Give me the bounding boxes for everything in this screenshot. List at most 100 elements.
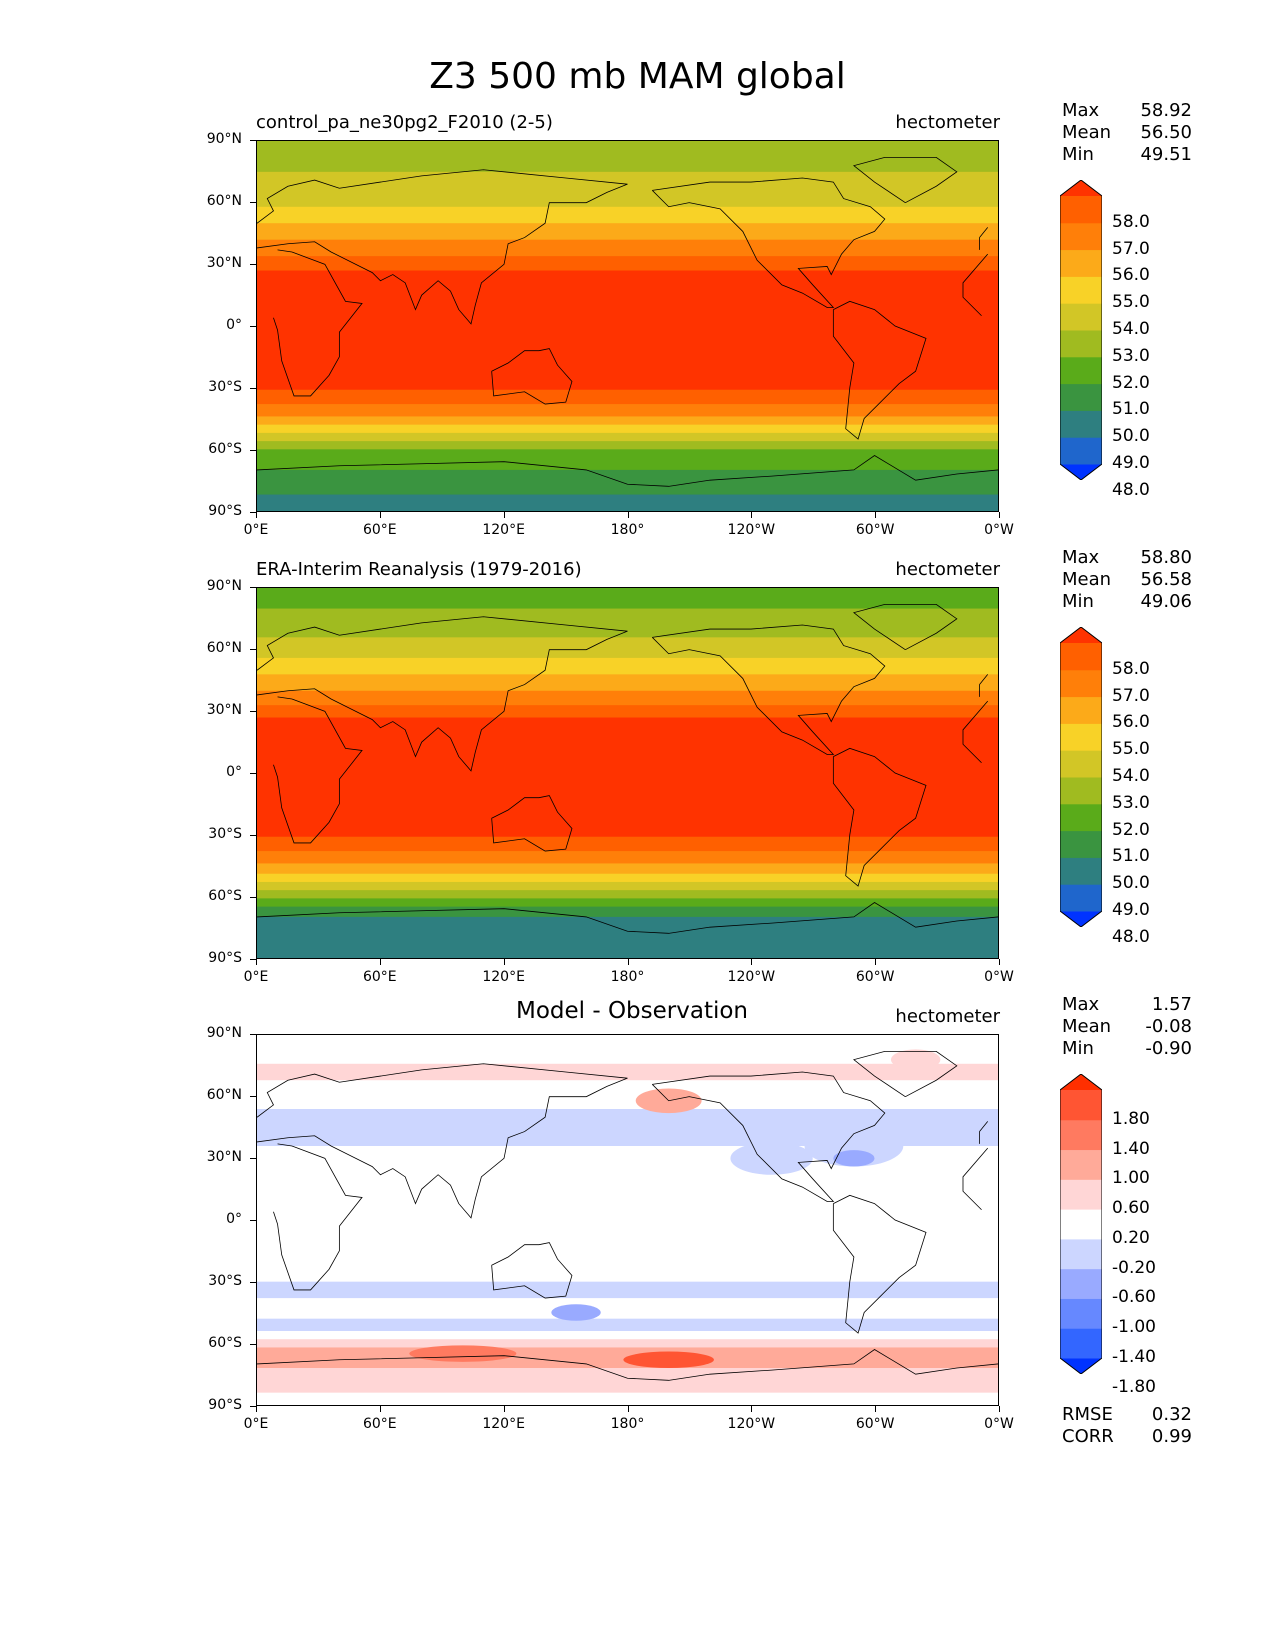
colorbar-segment — [1060, 249, 1102, 277]
contour-band — [257, 608, 998, 638]
contour-band — [257, 416, 998, 426]
stats-box: Max 58.92 Mean 56.50 Min 49.51 — [1062, 100, 1192, 166]
x-tick — [379, 512, 381, 518]
x-tick-label: 60°E — [362, 1416, 397, 1432]
x-tick — [751, 959, 753, 965]
x-tick-label: 60°W — [855, 1416, 895, 1432]
colorbar-segment — [1060, 643, 1102, 671]
colorbar-tick-label: -0.60 — [1112, 1287, 1156, 1308]
y-tick-label: 60°N — [206, 640, 242, 656]
colorbar-segment — [1060, 803, 1102, 832]
contour-band — [257, 1318, 998, 1332]
contour-band — [257, 873, 998, 883]
coastline — [962, 1147, 989, 1211]
y-tick-label: 90°N — [206, 1025, 242, 1041]
stat-row: Max 58.80 — [1062, 547, 1192, 569]
x-tick-label: 180° — [610, 522, 645, 538]
contour-band — [257, 851, 998, 864]
y-tick-label: 90°N — [206, 131, 242, 147]
colorbar-tick-label: 49.0 — [1112, 453, 1150, 473]
coastline — [257, 1349, 998, 1381]
x-tick — [999, 959, 1000, 965]
y-tick-label: 90°N — [206, 578, 242, 594]
y-tick-label: 60°N — [206, 193, 242, 209]
x-tick-label: 120°W — [727, 969, 776, 985]
contour-band — [257, 1331, 998, 1340]
y-tick-label: 90°S — [208, 1397, 242, 1413]
stats-box: Max 58.80 Mean 56.58 Min 49.06 — [1062, 547, 1192, 613]
coastline — [651, 1071, 886, 1202]
y-tick — [250, 264, 256, 265]
colorbar-segment — [1060, 330, 1102, 358]
x-tick-label: 0°E — [243, 1416, 269, 1432]
x-tick-label: 60°E — [362, 522, 397, 538]
stat-value: 58.92 — [1140, 100, 1192, 121]
contour-band — [257, 881, 998, 891]
stat-value: -0.08 — [1145, 1016, 1192, 1037]
colorbar — [1059, 1073, 1103, 1375]
colorbar-tick-label: 57.0 — [1112, 238, 1150, 259]
colorbar-segment — [1060, 1238, 1102, 1270]
stat-value: 0.32 — [1151, 1404, 1192, 1425]
x-tick — [256, 1406, 257, 1412]
colorbar-segment — [1060, 1268, 1102, 1299]
y-tick-label: 30°S — [208, 379, 242, 395]
x-tick-label: 120°E — [482, 1416, 525, 1432]
contour-band — [257, 449, 998, 471]
panel-title: control_pa_ne30pg2_F2010 (2-5) — [256, 112, 553, 133]
colorbar-segment — [1060, 696, 1102, 724]
stat-label: Max — [1062, 547, 1100, 568]
coastline — [832, 1194, 927, 1334]
y-tick — [250, 959, 256, 960]
stat-row: Mean -0.08 — [1062, 1016, 1192, 1038]
x-tick — [751, 1406, 753, 1412]
colorbar — [1059, 179, 1103, 481]
colorbar-tick-label: 55.0 — [1112, 739, 1150, 760]
coastline — [979, 1121, 989, 1132]
map-plot-area — [256, 1034, 999, 1406]
stat-row: Max 58.92 — [1062, 100, 1192, 122]
coastline — [832, 300, 927, 440]
panel-units: hectometer — [895, 559, 1000, 580]
x-tick — [751, 512, 753, 518]
stat-label: Min — [1062, 1038, 1094, 1059]
map-plot-area — [256, 587, 999, 959]
colorbar-tick-label: 52.0 — [1112, 372, 1150, 393]
coastline — [853, 157, 958, 204]
coastline — [979, 227, 989, 238]
colorbar-tick-label: 54.0 — [1112, 319, 1150, 339]
colorbar-tick-label: 56.0 — [1112, 712, 1150, 733]
x-tick — [503, 512, 505, 518]
anomaly-region — [409, 1345, 517, 1362]
colorbar-segment — [1060, 1328, 1102, 1359]
colorbar-tick-label: 0.60 — [1112, 1198, 1150, 1219]
x-tick-label: 180° — [610, 1416, 645, 1432]
anomaly-region — [623, 1351, 714, 1368]
contour-band — [257, 657, 998, 675]
stat-value: 0.99 — [1151, 1426, 1192, 1447]
x-tick-label: 60°E — [362, 969, 397, 985]
anomaly-region — [551, 1304, 601, 1321]
x-tick — [256, 512, 257, 518]
contour-band — [257, 239, 998, 257]
contour-band — [257, 1035, 998, 1065]
contour-band — [257, 404, 998, 417]
y-tick-label: 0° — [226, 317, 242, 333]
map-panel-2: ERA-Interim Reanalysis (1979-2016) hectom… — [0, 547, 1275, 1019]
y-tick-label: 60°S — [208, 441, 242, 457]
y-tick — [250, 773, 256, 774]
x-tick-label: 0°W — [984, 969, 1014, 985]
y-tick — [250, 1406, 256, 1407]
contour-band — [257, 717, 998, 838]
colorbar-tick-label: -1.40 — [1112, 1347, 1156, 1367]
colorbar-segment — [1060, 830, 1102, 858]
x-tick — [875, 512, 877, 518]
y-tick-label: 30°S — [208, 826, 242, 842]
contour-band — [257, 705, 998, 718]
contour-band — [257, 270, 998, 391]
y-tick-label: 30°N — [206, 255, 242, 271]
colorbar-segment — [1060, 1149, 1102, 1180]
coastline — [257, 1063, 628, 1219]
coastline — [257, 902, 998, 934]
coastline — [277, 696, 293, 700]
